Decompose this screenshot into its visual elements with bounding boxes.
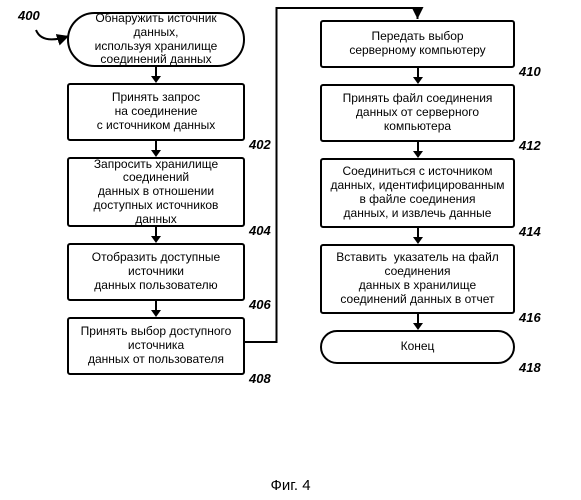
- step-label-406: 406: [249, 298, 271, 313]
- node-n408: Принять выбор доступного источника данны…: [67, 317, 245, 375]
- step-label-416: 416: [519, 311, 541, 326]
- right-column: Передать выбор серверному компьютеру410 П…: [320, 20, 515, 364]
- node-n410: Передать выбор серверному компьютеру410: [320, 20, 515, 68]
- step-label-408: 408: [249, 372, 271, 387]
- left-column: Обнаружить источник данных, используя хр…: [67, 12, 245, 375]
- node-n412: Принять файл соединения данных от сервер…: [320, 84, 515, 142]
- node-n404: Запросить хранилище соединений данных в …: [67, 157, 245, 227]
- step-label-418: 418: [519, 361, 541, 376]
- step-label-410: 410: [519, 65, 541, 80]
- flow-arrow: [413, 68, 423, 84]
- node-n414: Соединиться с источником данных, идентиф…: [320, 158, 515, 228]
- step-label-412: 412: [519, 139, 541, 154]
- flowchart-canvas: 400 Обнаружить источник данных, использу…: [0, 0, 581, 500]
- flow-arrow: [151, 141, 161, 157]
- node-n416: Вставить указатель на файл соединения да…: [320, 244, 515, 314]
- flow-arrow: [151, 67, 161, 83]
- step-label-404: 404: [249, 224, 271, 239]
- flow-arrow: [413, 314, 423, 330]
- node-end: Конец418: [320, 330, 515, 364]
- node-n406: Отобразить доступные источники данных по…: [67, 243, 245, 301]
- flow-arrow: [413, 142, 423, 158]
- step-label-414: 414: [519, 225, 541, 240]
- figure-caption: Фиг. 4: [0, 477, 581, 494]
- figure-reference-label: 400: [18, 8, 40, 23]
- flow-arrow: [151, 301, 161, 317]
- step-label-402: 402: [249, 138, 271, 153]
- node-n402: Принять запрос на соединение с источнико…: [67, 83, 245, 141]
- node-start: Обнаружить источник данных, используя хр…: [67, 12, 245, 67]
- flow-arrow: [151, 227, 161, 243]
- flow-arrow: [413, 228, 423, 244]
